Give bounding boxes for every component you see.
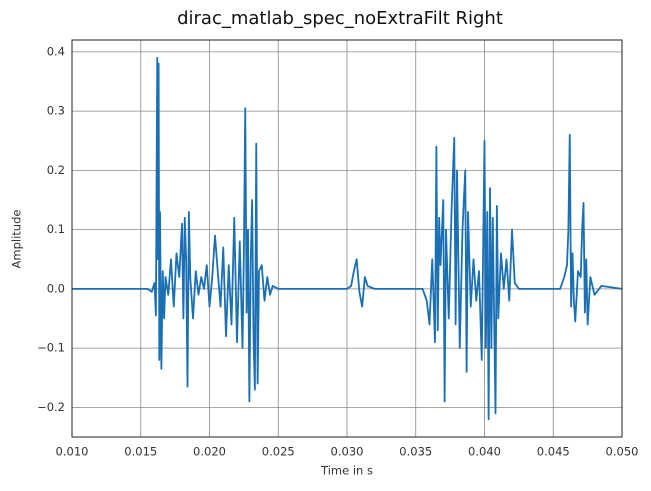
x-tick-label: 0.035 — [399, 445, 432, 459]
x-tick-label: 0.015 — [124, 445, 157, 459]
y-tick-label: 0.2 — [47, 163, 65, 177]
x-tick-label: 0.045 — [537, 445, 570, 459]
y-tick-label: −0.1 — [37, 341, 65, 355]
x-tick-label: 0.010 — [56, 445, 89, 459]
x-axis-label: Time in s — [320, 464, 373, 478]
x-tick-label: 0.040 — [468, 445, 501, 459]
y-axis-label: Amplitude — [10, 210, 24, 269]
y-tick-label: 0.3 — [47, 104, 65, 118]
x-tick-label: 0.025 — [262, 445, 295, 459]
x-tick-label: 0.050 — [606, 445, 639, 459]
y-tick-label: −0.2 — [37, 400, 65, 414]
x-tick-label: 0.020 — [193, 445, 226, 459]
y-tick-label: 0.1 — [47, 222, 65, 236]
plot-frame — [71, 39, 623, 438]
line-series — [72, 56, 623, 421]
x-tick-label: 0.030 — [331, 445, 364, 459]
chart-title: dirac_matlab_spec_noExtraFilt Right — [177, 8, 503, 29]
y-tick-label: 0.0 — [47, 281, 65, 295]
y-tick-label: 0.4 — [47, 44, 65, 58]
